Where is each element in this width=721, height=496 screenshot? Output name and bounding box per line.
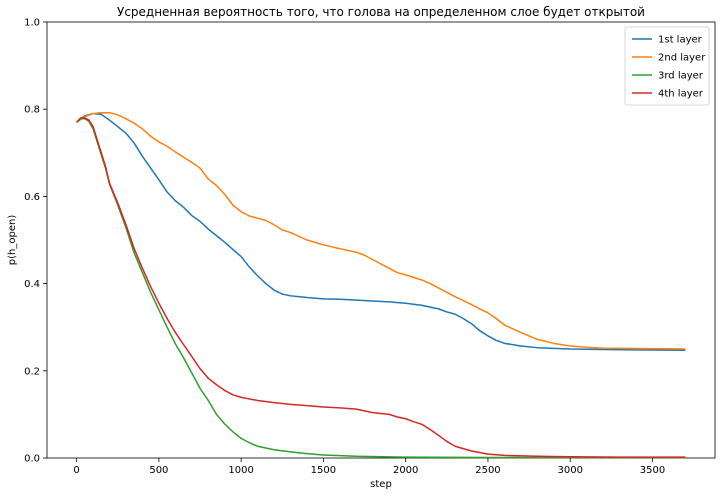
x-tick-label: 500 [149, 465, 168, 476]
y-tick-label: 0.4 [24, 279, 40, 290]
x-tick-label: 1500 [311, 465, 336, 476]
x-tick-label: 3000 [557, 465, 582, 476]
series-line-2 [76, 111, 686, 350]
x-axis-label: step [370, 479, 392, 490]
legend-label-1: 1st layer [658, 35, 703, 46]
chart-title: Усредненная вероятность того, что голова… [117, 5, 645, 19]
series-group [76, 111, 686, 459]
legend-label-4: 4th layer [658, 89, 704, 100]
y-tick-label: 0.2 [24, 366, 40, 377]
y-tick-label: 0.6 [24, 192, 40, 203]
y-tick-label: 0.8 [24, 105, 40, 116]
plot-background [47, 22, 715, 458]
y-axis-label: p(h_open) [7, 215, 18, 266]
y-tick-label: 1.0 [24, 18, 40, 29]
y-tick-label: 0.0 [24, 454, 40, 465]
x-tick-label: 1000 [228, 465, 253, 476]
x-tick-label: 2500 [475, 465, 500, 476]
x-tick-label: 0 [73, 465, 79, 476]
x-axis: 0 500 1000 1500 2000 2500 3000 3500 [73, 458, 665, 476]
plot-frame [46, 21, 716, 459]
x-tick-label: 3500 [640, 465, 665, 476]
x-tick-label: 2000 [393, 465, 418, 476]
legend-box [624, 26, 710, 106]
legend-label-2: 2nd layer [658, 53, 706, 64]
legend: 1st layer 2nd layer 3rd layer 4th layer [624, 26, 710, 106]
y-axis: 0.0 0.2 0.4 0.6 0.8 1.0 [24, 18, 47, 465]
legend-label-3: 3rd layer [658, 71, 704, 82]
plot-area [46, 21, 716, 459]
series-line-4 [76, 117, 686, 458]
series-line-1 [76, 112, 686, 352]
